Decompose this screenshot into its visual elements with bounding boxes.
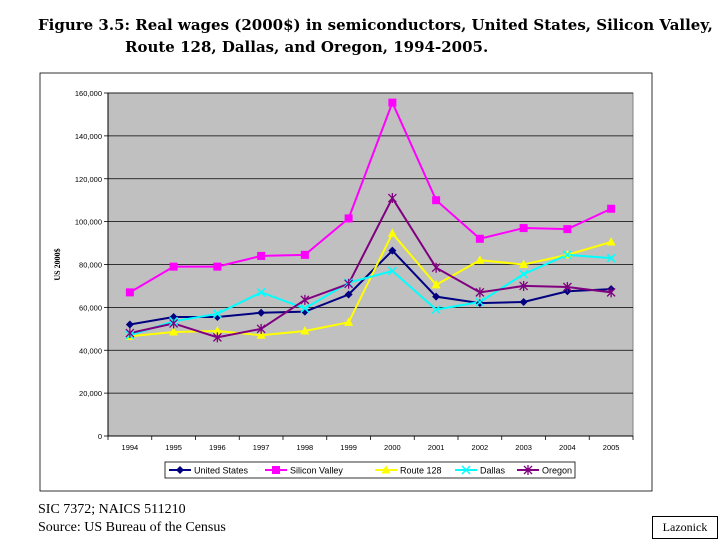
data-point [431,304,441,315]
data-point [388,98,397,107]
data-point [300,303,310,313]
x-tick-label: 1998 [297,443,314,452]
x-tick-label: 1999 [340,443,357,452]
data-point [212,309,222,319]
data-point [475,234,484,243]
data-point [519,259,529,268]
legend-swatch-marker [461,465,471,475]
data-point [125,328,135,339]
data-point [606,236,616,246]
data-point [432,196,441,205]
y-tick-label: 140,000 [75,132,102,141]
data-point [344,214,353,223]
data-point [300,325,310,335]
data-point [169,327,179,336]
legend-label: Dallas [480,466,506,476]
data-point [519,280,529,291]
y-tick-label: 0 [98,432,102,441]
data-point [169,318,179,329]
data-point [606,287,616,298]
data-point [344,317,354,326]
legend-label: Silicon Valley [290,466,343,476]
data-point [431,279,441,289]
data-point [432,292,441,301]
x-tick-label: 2005 [603,443,620,452]
footnote-source: Source: US Bureau of the Census [38,520,226,535]
data-point [475,255,485,264]
y-tick-label: 100,000 [75,218,102,227]
y-tick-label: 160,000 [75,89,102,98]
data-point [475,297,485,307]
data-point [256,323,266,334]
data-point [125,320,134,329]
legend-label: Route 128 [400,466,442,476]
data-point [606,253,616,263]
x-tick-label: 2002 [472,443,489,452]
data-point [563,225,572,234]
data-point [344,278,354,289]
author-credit: Lazonick [652,516,718,539]
series-line [129,231,612,338]
y-tick-label: 40,000 [79,346,102,355]
data-point [213,262,222,271]
data-point [388,246,397,255]
data-point [212,332,222,343]
data-point [125,288,134,297]
x-tick-label: 1995 [165,443,182,452]
y-tick-label: 20,000 [79,389,102,398]
data-point [519,224,528,233]
series-line [129,100,612,294]
series-line [129,249,612,326]
data-point [519,298,528,307]
legend-label: United States [194,466,249,476]
data-point [300,294,310,305]
y-tick-label: 120,000 [75,175,102,184]
data-point [387,193,397,204]
data-point [256,287,266,297]
x-tick-label: 2001 [428,443,445,452]
x-tick-label: 1997 [253,443,270,452]
chart-title-line-2: Route 128, Dallas, and Oregon, 1994-2005… [125,38,489,56]
data-point [344,290,353,299]
chart-title-line-1: Figure 3.5: Real wages (2000$) in semico… [38,16,713,34]
data-point [257,308,266,317]
x-tick-label: 1996 [209,443,226,452]
x-tick-label: 2000 [384,443,401,452]
legend-swatch-marker [176,466,184,474]
x-tick-label: 2004 [559,443,576,452]
legend-swatch-marker [381,465,391,474]
data-point [387,266,397,276]
y-tick-label: 80,000 [79,261,102,270]
data-point [607,204,616,213]
data-point [475,299,484,308]
legend [164,461,576,479]
data-point [212,325,222,335]
footnote-classification: SIC 7372; NAICS 511210 [38,502,186,517]
data-point [562,282,572,293]
line-chart: 0 20,000 40,000 60,000 80,000 100,000 120,000 1… [39,72,653,492]
y-tick-label: 60,000 [79,303,102,312]
data-point [431,262,441,273]
y-axis-title: US 2000$ [53,248,62,280]
data-point [519,269,529,279]
series-line [129,253,612,337]
x-tick-label: 2003 [515,443,532,452]
data-point [169,262,178,271]
data-point [562,250,572,260]
x-tick-label: 1994 [122,443,139,452]
data-point [387,228,397,237]
data-point [256,330,266,339]
legend-swatch-marker [523,465,533,475]
legend-swatch-marker [272,466,280,474]
data-point [300,250,309,259]
series-line [129,196,612,339]
data-point [475,287,485,298]
legend-label: Oregon [542,466,572,476]
data-point [257,251,266,260]
